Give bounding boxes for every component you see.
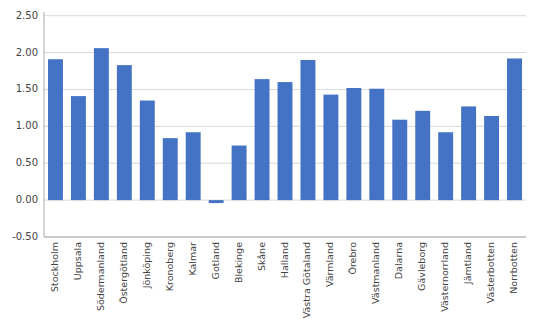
bar — [507, 58, 522, 200]
x-tick-label: Jämtland — [462, 242, 473, 285]
bar — [163, 138, 178, 200]
bar — [346, 88, 361, 200]
bar — [94, 48, 109, 200]
x-tick-label: Norrbotten — [508, 242, 519, 294]
y-axis-line — [44, 12, 45, 237]
bar — [392, 120, 407, 200]
x-axis: Stockholm Uppsala Södermanland Östergötland… — [49, 242, 519, 318]
bar — [461, 106, 476, 200]
y-tick-label: 1.50 — [16, 83, 38, 94]
bar — [369, 89, 384, 200]
x-tick-label: Blekinge — [233, 242, 244, 283]
x-tick-label: Västerbotten — [485, 242, 496, 303]
bar — [140, 101, 155, 201]
y-axis: -0.50 0.00 0.50 1.00 1.50 2.00 2.50 — [12, 10, 44, 242]
x-tick-label: Västernorrland — [439, 242, 450, 312]
bar — [209, 200, 224, 203]
y-tick-label: 1.00 — [16, 120, 38, 131]
chart: -0.50 0.00 0.50 1.00 1.50 2.00 2.50 Stockholm Up… — [0, 0, 536, 325]
bar — [438, 132, 453, 200]
bar — [117, 65, 132, 200]
x-tick-label: Halland — [279, 242, 290, 278]
y-tick-label: 2.50 — [16, 10, 38, 21]
x-tick-label: Västmanland — [370, 242, 381, 304]
bar — [278, 82, 293, 200]
bars — [48, 48, 522, 203]
bar — [300, 60, 315, 200]
grid-line — [44, 237, 526, 238]
y-tick-label: -0.50 — [12, 231, 38, 242]
x-tick-label: Jönköping — [141, 242, 152, 289]
x-tick-label: Västra Götaland — [301, 242, 312, 318]
bar — [323, 95, 338, 200]
x-tick-label: Örebro — [347, 242, 358, 275]
x-tick-label: Gävleborg — [416, 242, 427, 291]
x-tick-label: Dalarna — [393, 242, 404, 279]
x-tick-label: Gotland — [210, 242, 221, 279]
x-tick-label: Uppsala — [72, 242, 83, 280]
grid-line — [44, 15, 526, 16]
bar — [255, 79, 270, 200]
x-tick-label: Kalmar — [187, 242, 198, 276]
x-axis-line — [44, 237, 526, 238]
bar — [484, 116, 499, 200]
x-tick-label: Skåne — [256, 242, 267, 271]
bar — [71, 96, 86, 200]
bar — [186, 132, 201, 200]
y-grid — [44, 16, 526, 237]
y-tick-label: 0.00 — [16, 194, 38, 205]
bar — [415, 111, 430, 200]
x-tick-label: Värmland — [324, 242, 335, 287]
bar — [48, 59, 63, 200]
grid-line — [44, 52, 526, 53]
x-tick-label: Kronoberg — [164, 242, 175, 291]
x-tick-label: Östergötland — [118, 242, 129, 304]
y-tick-label: 0.50 — [16, 157, 38, 168]
y-tick-label: 2.00 — [16, 47, 38, 58]
bar — [232, 146, 247, 201]
x-tick-label: Stockholm — [49, 242, 60, 292]
x-tick-label: Södermanland — [95, 242, 106, 311]
chart-container: -0.50 0.00 0.50 1.00 1.50 2.00 2.50 Stockholm Up… — [0, 0, 536, 325]
